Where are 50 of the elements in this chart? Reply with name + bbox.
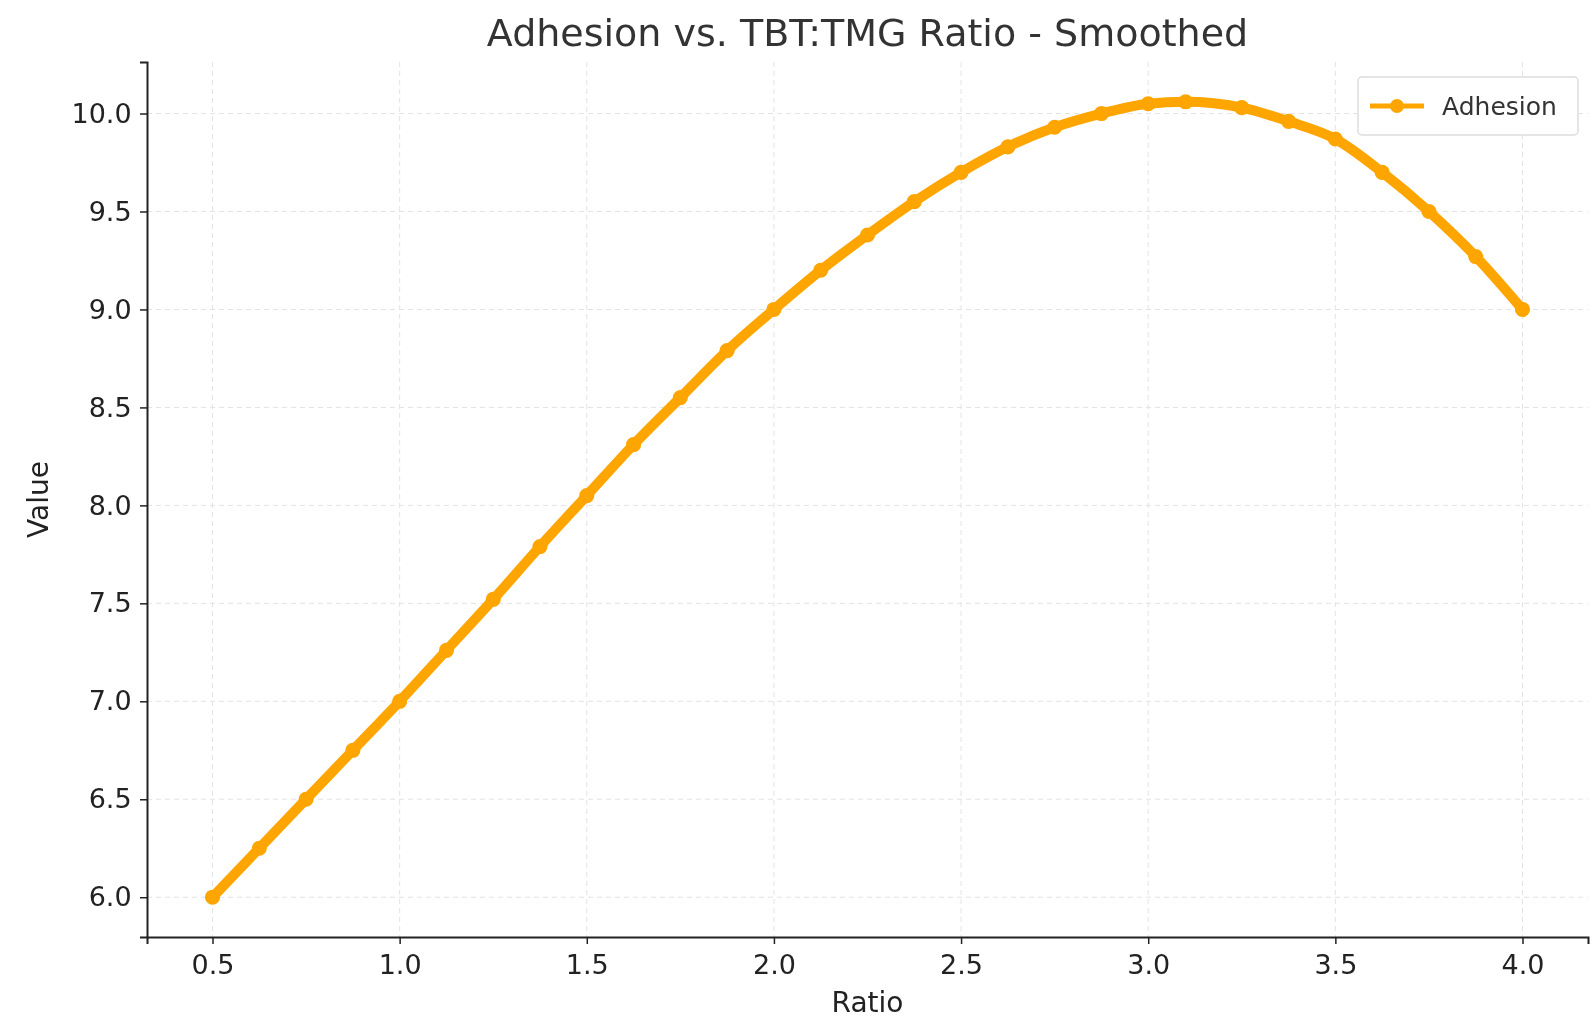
point	[579, 488, 595, 504]
y-tick-label: 9.0	[88, 293, 132, 325]
point	[906, 194, 922, 210]
legend-label: Adhesion	[1442, 92, 1557, 121]
point	[1281, 113, 1297, 129]
point	[953, 164, 969, 180]
y-tick-label: 10.0	[71, 97, 132, 129]
chart-title: Adhesion vs. TBT:TMG Ratio - Smoothed	[486, 11, 1249, 55]
point	[1327, 131, 1343, 147]
x-tick-label: 0.5	[191, 949, 235, 980]
point	[626, 437, 642, 453]
y-tick-label: 7.0	[88, 685, 132, 717]
point	[1421, 203, 1437, 220]
y-tick-label: 8.5	[88, 391, 132, 423]
point	[1093, 105, 1109, 122]
point	[813, 262, 829, 278]
y-tick-label: 9.5	[88, 195, 132, 227]
point	[859, 227, 876, 243]
y-axis-title: Value	[22, 461, 55, 538]
x-tick-label: 1.0	[378, 949, 422, 980]
point	[532, 538, 548, 555]
point	[204, 889, 221, 905]
point	[1234, 100, 1250, 116]
point	[438, 642, 454, 658]
x-tick-label: 3.5	[1314, 949, 1358, 980]
point	[1140, 96, 1156, 112]
y-tick-label: 8.0	[88, 489, 132, 521]
point	[485, 591, 501, 607]
x-tick-label: 2.5	[940, 949, 984, 980]
y-tick-label: 6.5	[88, 783, 132, 815]
point	[392, 693, 408, 709]
point	[345, 742, 361, 758]
x-tick-label: 2.0	[752, 949, 796, 980]
point	[1374, 164, 1390, 180]
x-axis-title: Ratio	[831, 986, 904, 1018]
point	[672, 390, 688, 406]
point	[1468, 249, 1484, 265]
y-tick-label: 6.0	[88, 881, 132, 913]
point	[719, 343, 735, 359]
x-tick-label: 4.0	[1501, 949, 1545, 980]
point	[1000, 139, 1016, 155]
x-tick-label: 3.0	[1127, 949, 1171, 980]
point	[298, 791, 314, 807]
y-tick-label: 7.5	[88, 587, 132, 619]
x-tick-label: 1.5	[565, 949, 609, 980]
point	[1047, 119, 1063, 135]
point	[1178, 94, 1194, 110]
point	[1514, 301, 1531, 318]
point	[251, 840, 267, 856]
point	[766, 301, 782, 318]
